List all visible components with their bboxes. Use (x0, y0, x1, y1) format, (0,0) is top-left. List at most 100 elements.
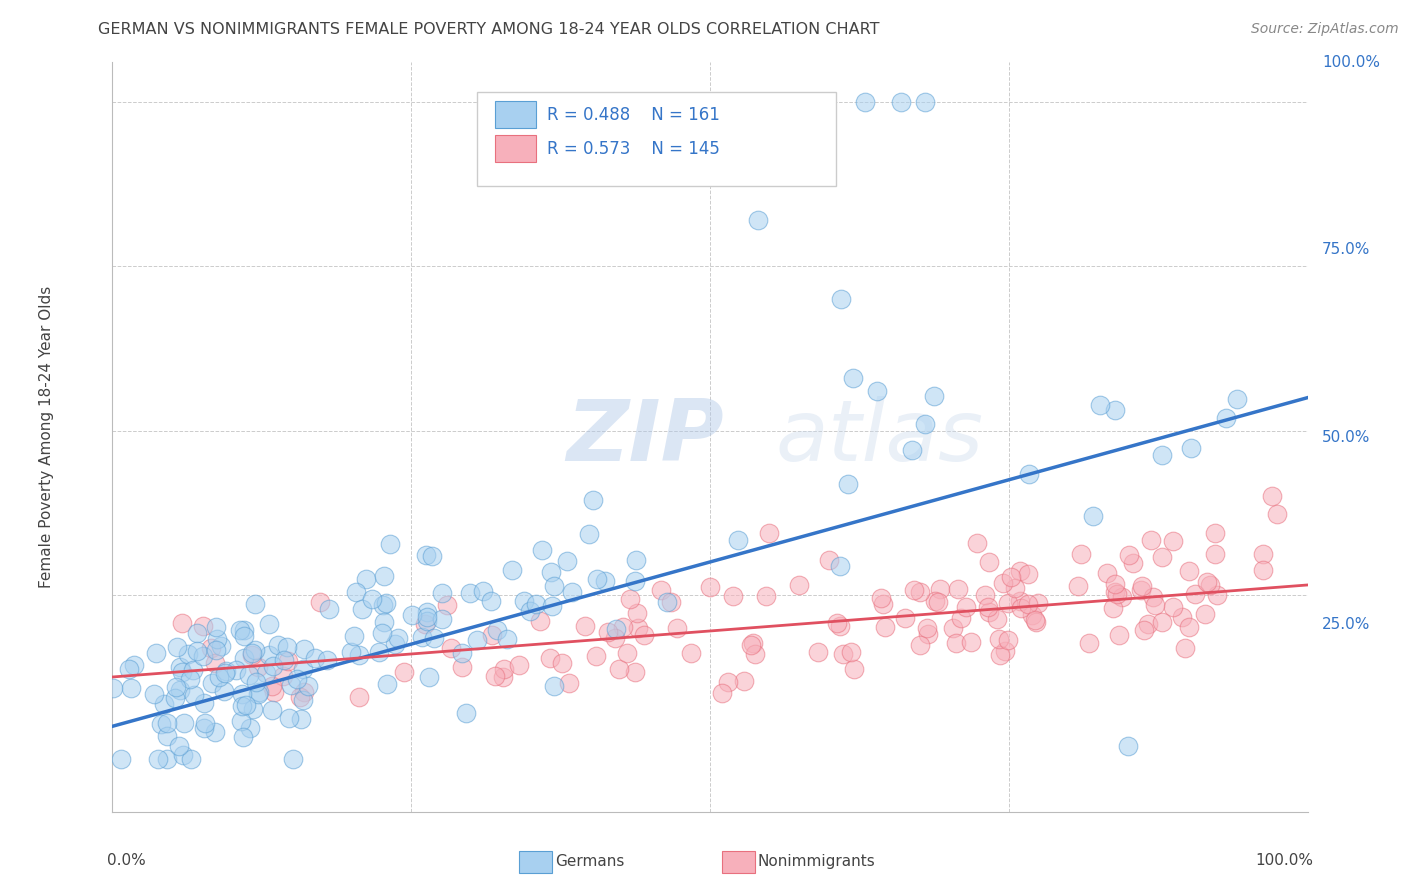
Point (900, 442, 922, 457)
Point (557, 554, 579, 568)
Point (491, 670, 513, 684)
Point (543, 579, 565, 593)
Point (145, 646, 167, 660)
Point (1108, 628, 1130, 642)
Point (987, 632, 1010, 646)
Point (582, 492, 605, 507)
Point (1111, 590, 1133, 604)
Point (561, 585, 583, 599)
Point (415, 548, 437, 562)
Point (481, 628, 503, 642)
Point (1004, 581, 1026, 595)
Point (530, 542, 553, 557)
Point (787, 578, 810, 592)
Point (903, 582, 925, 597)
Point (454, 706, 477, 720)
Point (479, 594, 502, 608)
Point (122, 658, 145, 673)
Point (1130, 579, 1153, 593)
Point (1118, 549, 1140, 563)
Point (917, 627, 939, 641)
Point (176, 647, 198, 661)
Point (1184, 587, 1206, 601)
Point (238, 668, 260, 682)
Point (1150, 448, 1173, 462)
Point (1150, 615, 1173, 629)
Point (235, 698, 257, 712)
Point (281, 752, 304, 766)
Text: R = 0.488    N = 161: R = 0.488 N = 161 (547, 106, 720, 124)
FancyBboxPatch shape (495, 102, 536, 128)
Point (742, 636, 765, 650)
Point (262, 658, 284, 673)
Point (214, 665, 236, 680)
Point (416, 614, 439, 628)
Point (844, 662, 866, 676)
Point (855, 95, 877, 109)
Point (1261, 489, 1284, 503)
Point (1144, 599, 1167, 613)
Point (1104, 402, 1126, 417)
Point (1194, 607, 1216, 621)
Point (828, 559, 851, 574)
Point (513, 594, 536, 608)
Text: 100.0%: 100.0% (1322, 55, 1379, 70)
Point (986, 612, 1008, 626)
Point (194, 716, 217, 731)
Point (292, 662, 315, 676)
Point (245, 675, 267, 690)
Point (585, 649, 607, 664)
Point (626, 607, 648, 621)
Point (955, 600, 977, 615)
Point (180, 752, 202, 766)
Point (1142, 590, 1164, 604)
Point (205, 619, 228, 633)
Point (914, 417, 936, 431)
Point (472, 583, 495, 598)
Point (225, 663, 247, 677)
Point (150, 716, 173, 731)
Point (411, 630, 433, 644)
Point (193, 721, 215, 735)
Point (245, 597, 267, 611)
Point (578, 527, 600, 541)
Point (1204, 547, 1226, 561)
Point (1017, 567, 1039, 582)
Point (997, 596, 1019, 610)
Point (292, 642, 315, 657)
Point (458, 586, 481, 600)
Point (612, 620, 634, 634)
Point (624, 665, 647, 679)
Point (1083, 508, 1105, 523)
Point (538, 650, 561, 665)
Point (627, 621, 650, 635)
Point (837, 477, 859, 491)
Point (347, 648, 370, 662)
Point (416, 609, 439, 624)
Point (179, 673, 201, 687)
Point (616, 646, 638, 660)
Point (260, 679, 283, 693)
Point (825, 616, 848, 631)
Point (273, 653, 295, 667)
Point (492, 662, 515, 676)
Point (841, 645, 863, 659)
Point (246, 660, 269, 674)
Point (212, 684, 235, 698)
Point (607, 661, 630, 675)
Point (484, 669, 506, 683)
Point (242, 702, 264, 716)
Point (239, 721, 262, 735)
Point (747, 213, 769, 227)
Text: 0.0%: 0.0% (107, 853, 145, 868)
Point (1024, 613, 1046, 627)
Point (1026, 596, 1049, 610)
Point (1161, 534, 1184, 549)
Point (394, 665, 416, 679)
Point (1178, 564, 1201, 578)
Point (267, 638, 290, 652)
Point (524, 597, 547, 611)
Point (233, 651, 256, 665)
Point (1105, 587, 1128, 601)
Point (831, 647, 853, 661)
